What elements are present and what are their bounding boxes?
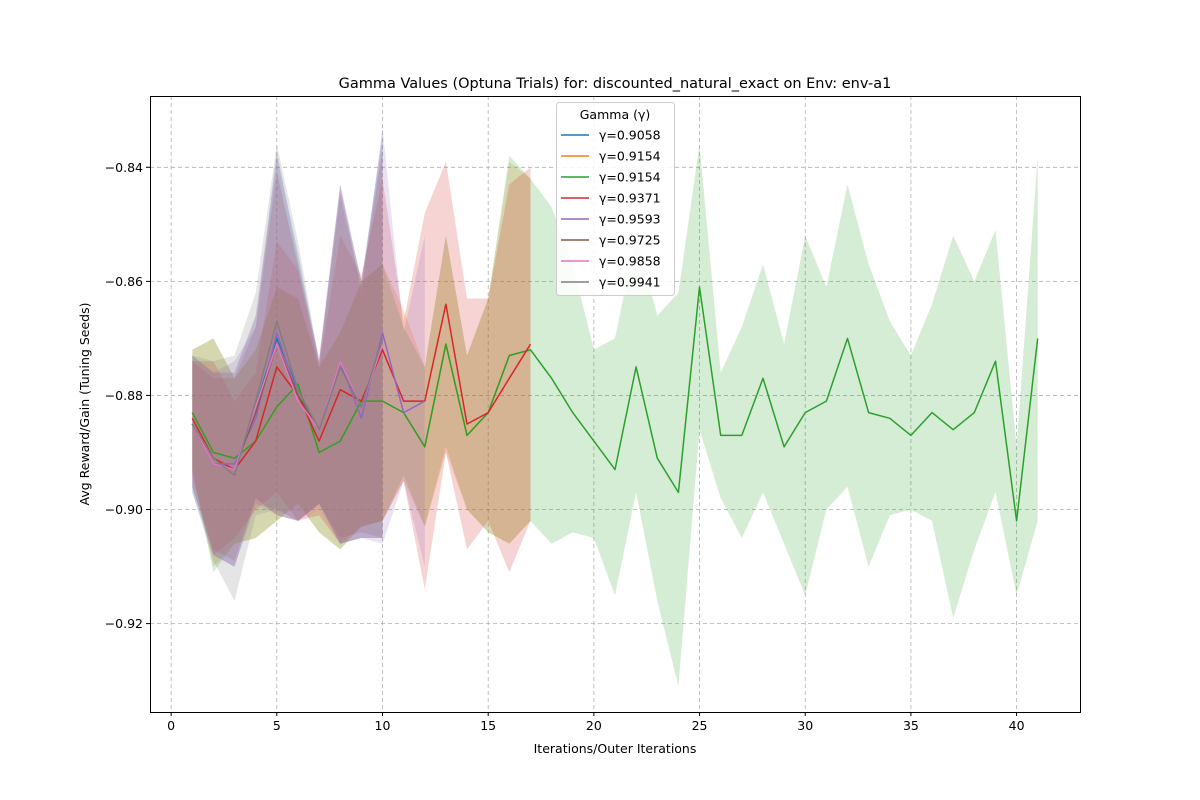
series-line-3 — [191, 303, 532, 471]
x-tick-label: 10 — [375, 718, 391, 733]
y-tick-label: −0.92 — [105, 616, 143, 631]
legend-label-4: γ=0.9593 — [599, 212, 661, 227]
x-tick-label: 0 — [167, 718, 175, 733]
x-tick-label: 20 — [586, 718, 602, 733]
y-tick-label: −0.88 — [105, 388, 143, 403]
x-tick-label: 5 — [273, 718, 281, 733]
plot-frame — [150, 96, 1081, 713]
legend: Gamma (γ) γ=0.9058 γ=0.9154 γ=0.9154 γ=0.93… — [556, 102, 675, 296]
x-tick-label: 30 — [797, 718, 813, 733]
y-axis-label: Avg Reward/Gain (Tuning Seeds) — [77, 302, 92, 505]
confidence-band-4 — [192, 127, 425, 567]
x-tick-label: 25 — [692, 718, 708, 733]
x-tick-label: 40 — [1009, 718, 1025, 733]
y-tick-label: −0.86 — [105, 274, 143, 289]
confidence-band-2 — [192, 144, 1038, 687]
x-axis-label: Iterations/Outer Iterations — [534, 741, 697, 756]
legend-title: Gamma (γ) — [580, 107, 650, 122]
legend-label-6: γ=0.9858 — [599, 254, 661, 269]
legend-items: γ=0.9058 γ=0.9154 γ=0.9154 γ=0.9371 γ=0.9593… — [561, 128, 661, 290]
x-tick-label: 15 — [480, 718, 496, 733]
legend-label-7: γ=0.9941 — [599, 275, 661, 290]
legend-label-1: γ=0.9154 — [599, 149, 661, 164]
x-tick-label: 35 — [903, 718, 919, 733]
y-tick-label: −0.90 — [105, 502, 143, 517]
legend-label-0: γ=0.9058 — [599, 128, 661, 143]
series-lines — [191, 286, 1039, 522]
chart-title: Gamma Values (Optuna Trials) for: discou… — [339, 76, 892, 92]
confidence-band-3 — [192, 161, 531, 590]
legend-label-3: γ=0.9371 — [599, 191, 661, 206]
y-axis-ticks: −0.84 −0.86 −0.88 −0.90 −0.92 — [105, 160, 150, 631]
legend-label-5: γ=0.9725 — [599, 233, 661, 248]
series-line-2 — [191, 286, 1039, 522]
legend-label-2: γ=0.9154 — [599, 170, 661, 185]
legend-box — [556, 102, 675, 296]
confidence-band-1 — [192, 161, 531, 567]
series-line-7 — [191, 320, 384, 477]
y-tick-label: −0.84 — [105, 160, 143, 175]
x-axis-ticks: 0 5 10 15 20 25 30 35 40 — [167, 712, 1025, 733]
